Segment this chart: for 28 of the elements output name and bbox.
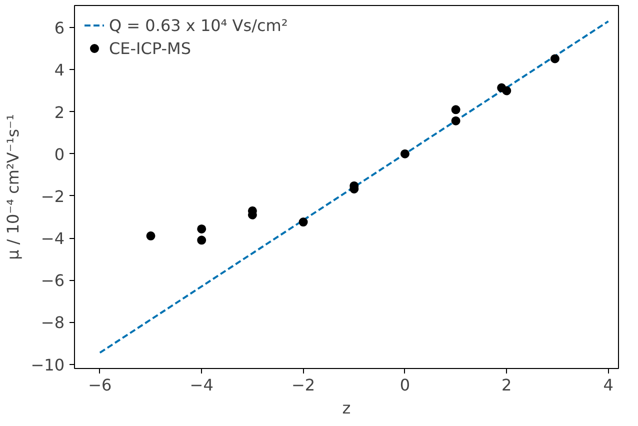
legend-label: CE-ICP-MS [109,38,191,58]
point [146,231,156,240]
x-tick-label: 4 [603,376,614,394]
x-tick-label: −4 [190,376,214,394]
x-tick-label: −6 [88,376,112,394]
y-tick-label: −6 [40,271,65,290]
x-tick-label: 2 [502,376,512,394]
x-axis-title: z [342,398,351,418]
point [550,54,560,64]
y-tick-label: −8 [40,313,65,332]
legend-label: Q = 0.63 x 10⁴ Vs/cm² [109,16,288,34]
point [451,116,460,126]
y-tick-label: −4 [40,229,65,248]
point [197,236,206,245]
y-axis-title: μ / 10⁻⁴ cm²V⁻¹s⁻¹ [4,114,23,260]
y-tick-label: 6 [54,18,65,38]
y-tick-label: 0 [54,144,65,164]
point [197,224,206,234]
y-tick-label: −2 [40,186,65,206]
point [451,105,460,114]
x-tick-label: 0 [400,376,410,394]
point [502,86,512,96]
point [298,218,308,227]
y-tick-label: 2 [54,102,65,122]
x-tick-label: −2 [291,376,316,394]
point [400,149,410,158]
y-tick-label: −10 [30,355,64,374]
y-tick-label: 4 [54,60,65,80]
